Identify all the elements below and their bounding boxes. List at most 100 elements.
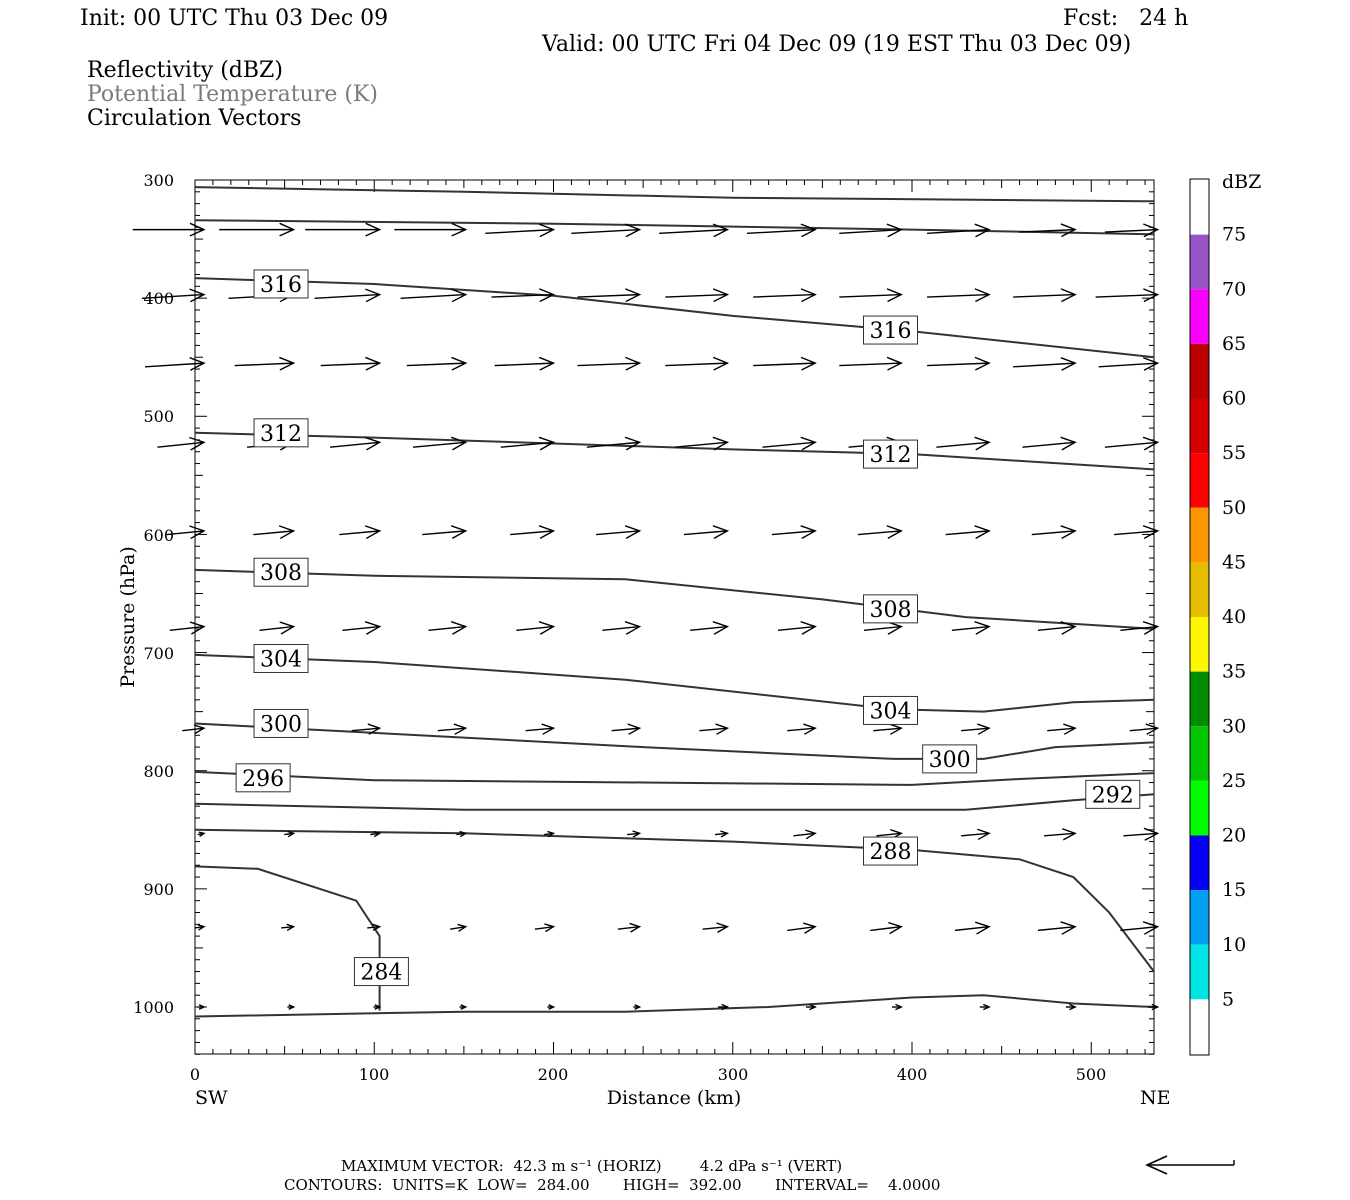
circulation-vector [961,828,991,841]
circulation-vector [437,723,468,735]
circulation-vector [787,723,817,735]
y-axis-title: Pressure (hPa) [117,546,139,688]
circulation-vector [182,724,206,735]
circulation-vector [351,723,382,735]
circulation-vector [602,621,642,635]
circulation-vector [259,621,296,635]
circulation-vector [683,525,730,539]
theta-contour-284 [194,865,381,1011]
circulation-vector [839,223,903,238]
theta-contours [194,186,1155,1018]
contour-label: 284 [353,957,409,987]
colorbar-label: 40 [1222,606,1246,628]
circulation-vector [281,923,296,931]
contours-note: CONTOURS: UNITS=K LOW= 284.00 HIGH= 392.… [284,1176,940,1194]
circulation-vector [329,436,382,451]
contour-label: 296 [235,763,291,793]
circulation-vector [936,436,991,451]
circulation-vector [771,525,817,539]
colorbar-box [1190,507,1209,563]
colorbar-label: 15 [1222,879,1246,901]
circulation-vector [577,288,642,303]
y-axis-ticks [195,179,1154,1055]
circulation-vector [596,525,642,539]
y-tick-label: 700 [143,644,174,663]
circulation-vector [287,1004,296,1010]
x-axis-ticks [194,180,1146,1054]
legend-circulation-vectors: Circulation Vectors [87,106,301,131]
circulation-vector [702,922,730,934]
circulation-vector [197,1004,206,1010]
circulation-vector [746,223,817,238]
circulation-vector [1095,288,1160,303]
colorbar-label: 75 [1222,224,1246,246]
colorbar-labels: 5 10 15 20 25 30 35 40 45 50 55 60 65 70 75 [1222,224,1246,1011]
circulation-vector [456,830,468,838]
circulation-vector [450,923,468,932]
circulation-vector [659,223,730,238]
circulation-vector [157,436,206,451]
circulation-vector [494,356,556,371]
theta-contour-316 [194,277,1155,359]
circulation-vector [373,1004,382,1010]
colorbar-box [1190,180,1209,235]
contour-label: 312 [253,418,309,448]
contour-label-text: 292 [1092,783,1134,808]
circulation-vector [1120,921,1160,935]
circulation-vector [839,288,903,303]
circulation-vectors [132,222,1160,1011]
colorbar-label: 10 [1222,934,1246,956]
circulation-vector [870,921,903,935]
circulation-vector [132,222,206,237]
init-time: Init: 00 UTC Thu 03 Dec 09 [80,6,388,31]
circulation-vector [342,621,382,635]
circulation-vector [586,436,642,451]
theta-contour-296 [194,770,1155,786]
circulation-vector [1031,525,1077,539]
circulation-vector [370,830,382,838]
circulation-vector [219,222,296,237]
contour-label: 308 [862,594,918,624]
circulation-vector [1098,357,1160,371]
circulation-vector [1037,621,1077,635]
valid-time: Valid: 00 UTC Fri 04 Dec 09 (19 EST Thu … [541,32,1131,57]
theta-contour-308 [194,568,1155,630]
circulation-vector [1120,621,1160,635]
circulation-vector [1114,525,1160,539]
circulation-vector [1037,921,1077,935]
circulation-vector [753,356,817,371]
circulation-vector [394,222,468,237]
contour-label: 300 [253,708,309,738]
circulation-vector [314,288,382,303]
circulation-vector [544,830,556,838]
circulation-vector [422,525,468,539]
contour-label: 316 [253,269,309,299]
contour-label: 308 [253,557,309,587]
circulation-vector [166,525,206,540]
forecast-hour: Fcst: 24 h [1063,6,1188,31]
circulation-vector [169,621,206,635]
contour-label-text: 300 [929,748,971,773]
circulation-vector [1019,223,1077,238]
reference-vector-arrow [1145,1155,1235,1175]
y-tick-label: 900 [143,880,174,899]
legend-reflectivity: Reflectivity (dBZ) [87,58,283,83]
theta-contour-surface [194,994,1155,1018]
circulation-vector [951,621,991,635]
contour-label-text: 284 [360,961,402,986]
x-tick-label: 400 [897,1065,928,1084]
colorbar-label: 30 [1222,715,1246,737]
plot-frame [194,179,1155,1055]
circulation-vector [577,356,642,371]
circulation-vector [510,525,556,539]
circulation-vector [500,436,556,451]
circulation-vector [1047,723,1077,735]
theta-contour-300 [194,722,1155,760]
circulation-vector [145,357,206,371]
y-tick-label: 300 [143,171,174,190]
circulation-vector [491,288,556,303]
colorbar-box [1190,398,1209,454]
circulation-vector [927,223,991,238]
circulation-vector [1044,828,1077,841]
